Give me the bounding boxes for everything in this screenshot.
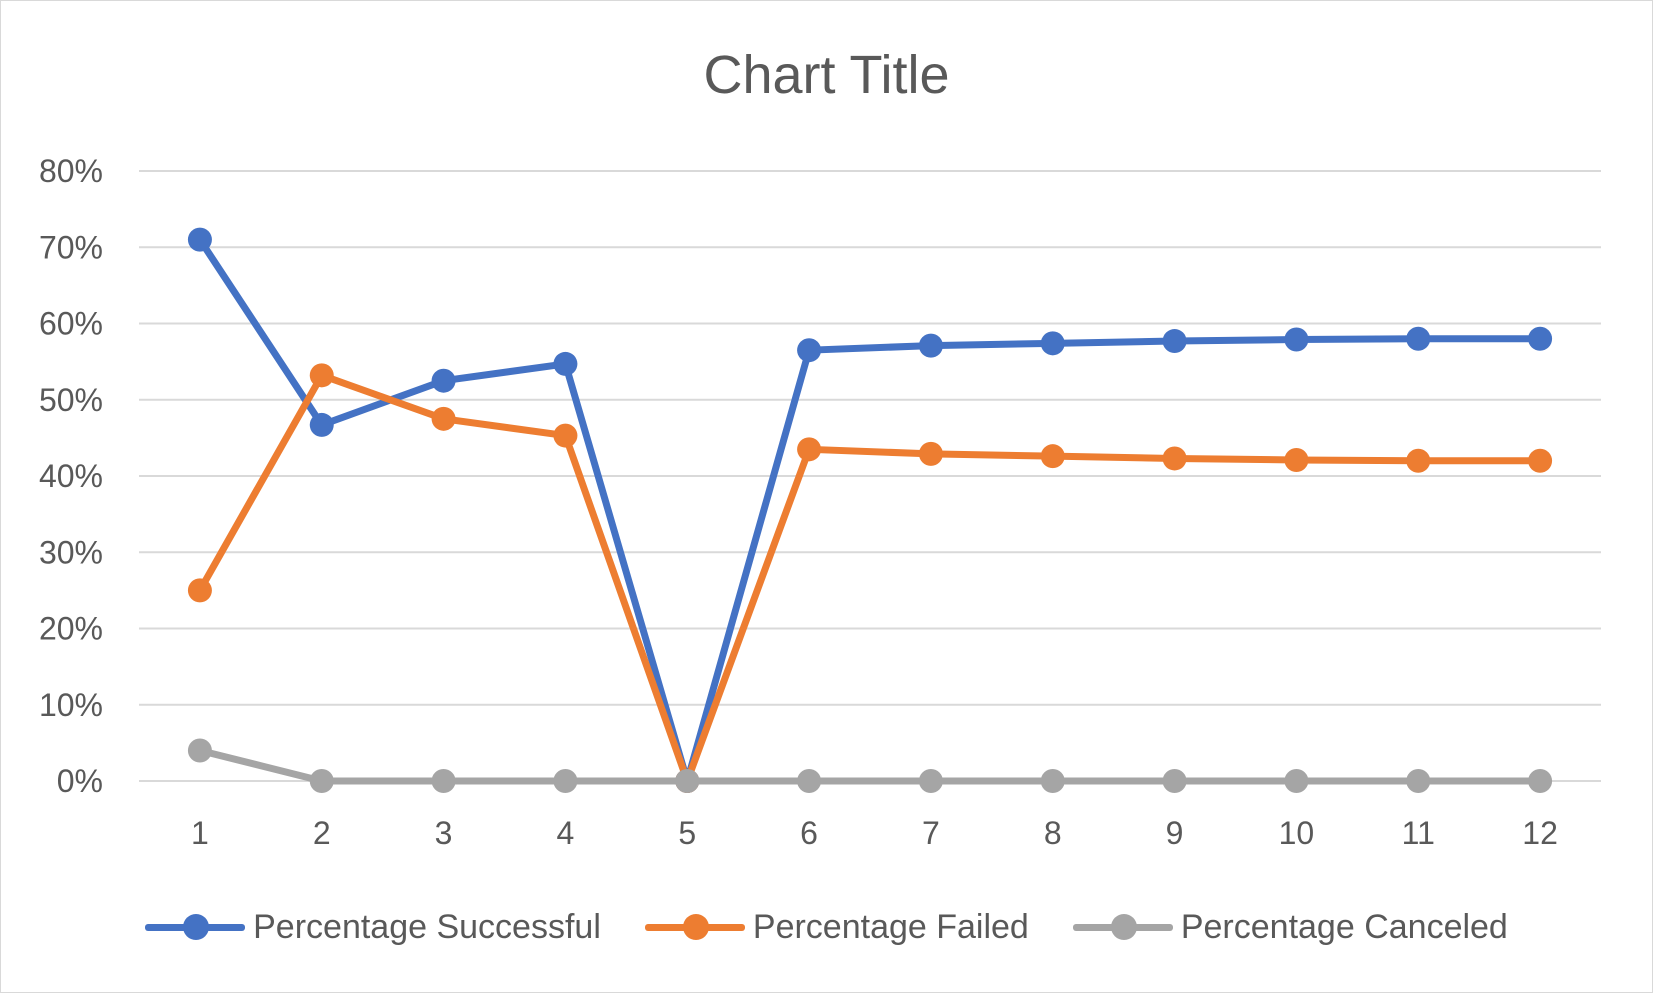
data-point	[1406, 448, 1431, 473]
legend-swatch	[145, 912, 246, 942]
gridlines	[139, 170, 1601, 782]
x-tick-label: 7	[922, 815, 940, 851]
data-point	[797, 437, 822, 462]
y-tick-label: 0%	[57, 763, 103, 799]
data-point	[1406, 769, 1431, 793]
x-tick-label: 3	[435, 815, 453, 851]
data-point	[1284, 769, 1309, 793]
data-point	[309, 769, 334, 793]
y-tick-label: 80%	[39, 153, 103, 189]
data-point	[1162, 769, 1187, 793]
y-axis: 0% 10% 20% 30% 40% 50% 60% 70% 80%	[39, 153, 103, 799]
legend: Percentage Successful Percentage Failed Pe…	[1, 899, 1652, 955]
x-tick-label: 9	[1166, 815, 1184, 851]
data-point	[797, 338, 822, 363]
series-0	[187, 227, 1553, 793]
series-layer	[187, 227, 1553, 793]
data-point	[797, 769, 822, 793]
x-tick-label: 8	[1044, 815, 1062, 851]
data-point	[187, 578, 212, 603]
data-point	[1040, 769, 1065, 793]
data-point	[1528, 326, 1553, 351]
data-point	[1528, 769, 1553, 793]
data-point	[431, 406, 456, 431]
series-line	[196, 236, 1544, 785]
series-line	[196, 371, 1544, 785]
x-tick-label: 1	[191, 815, 209, 851]
data-point	[431, 368, 456, 393]
data-point	[1406, 326, 1431, 351]
data-point	[1528, 448, 1553, 473]
data-point	[1284, 327, 1309, 352]
legend-item: Percentage Failed	[644, 907, 1029, 947]
y-tick-label: 40%	[39, 458, 103, 494]
data-point	[553, 423, 578, 448]
data-point	[918, 441, 943, 466]
legend-label: Percentage Successful	[253, 907, 601, 946]
data-point	[675, 769, 700, 793]
legend-swatch	[1072, 912, 1173, 942]
y-tick-label: 50%	[39, 382, 103, 418]
series-1	[187, 363, 1553, 793]
legend-item: Percentage Successful	[145, 908, 601, 947]
series-2	[187, 738, 1553, 793]
legend-label: Percentage Failed	[752, 907, 1029, 946]
legend-item: Percentage Canceled	[1072, 907, 1508, 947]
x-tick-label: 10	[1279, 815, 1315, 851]
data-point	[918, 769, 943, 793]
y-tick-label: 10%	[39, 687, 103, 723]
x-tick-label: 2	[313, 815, 331, 851]
chart-title: Chart Title	[703, 45, 950, 105]
data-point	[1040, 331, 1065, 356]
legend-label: Percentage Canceled	[1180, 907, 1508, 946]
x-tick-label: 5	[678, 815, 696, 851]
data-point	[1040, 444, 1065, 469]
series-line	[196, 747, 1544, 785]
data-point	[309, 412, 334, 437]
y-tick-label: 70%	[39, 229, 103, 265]
data-point	[1162, 329, 1187, 354]
x-axis: 1 2 3 4 5 6 7 8 9 10 11 12	[191, 815, 1558, 851]
x-tick-label: 11	[1402, 815, 1435, 851]
data-point	[918, 333, 943, 358]
data-point	[187, 227, 212, 252]
data-point	[431, 769, 456, 793]
x-tick-label: 4	[557, 815, 575, 851]
y-tick-label: 30%	[39, 534, 103, 570]
data-point	[309, 363, 334, 388]
data-point	[553, 351, 578, 376]
data-point	[1162, 446, 1187, 471]
x-tick-label: 6	[800, 815, 818, 851]
x-tick-label: 12	[1522, 815, 1558, 851]
data-point	[553, 769, 578, 793]
y-tick-label: 60%	[39, 306, 103, 342]
data-point	[187, 738, 212, 763]
data-point	[1284, 447, 1309, 472]
legend-swatch	[644, 912, 745, 942]
y-tick-label: 20%	[39, 611, 103, 647]
